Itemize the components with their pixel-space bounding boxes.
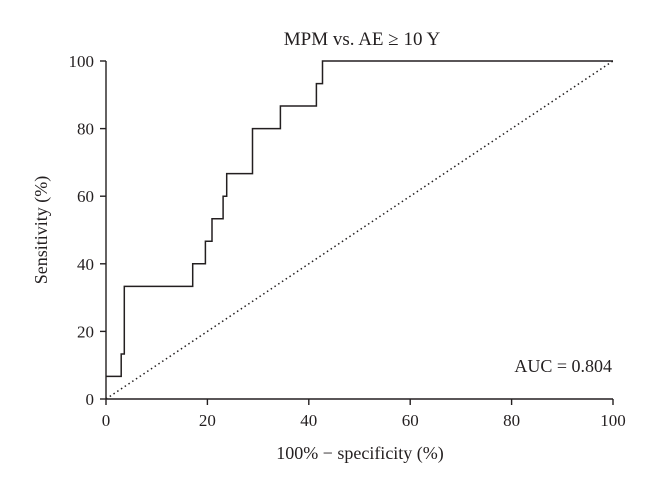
y-tick-label: 40	[77, 255, 94, 274]
roc-curve-line	[106, 60, 613, 378]
y-tick-label: 60	[77, 187, 94, 206]
x-axis-ticks: 0 20 40 60 80 100	[102, 399, 626, 430]
x-tick-label: 0	[102, 411, 111, 430]
x-tick-label: 40	[300, 411, 317, 430]
y-tick-label: 80	[77, 120, 94, 139]
plot-area: 0 20 40 60 80 100 0 20 40 60 80 100	[69, 52, 626, 430]
y-axis-ticks: 0 20 40 60 80 100	[69, 52, 106, 409]
x-tick-label: 100	[600, 411, 626, 430]
x-axis-label: 100% − specificity (%)	[276, 443, 444, 464]
y-tick-label: 0	[86, 390, 95, 409]
y-tick-label: 20	[77, 322, 94, 341]
x-tick-label: 60	[402, 411, 419, 430]
auc-annotation: AUC = 0.804	[514, 356, 612, 376]
chart-title: MPM vs. AE ≥ 10 Y	[284, 29, 441, 50]
x-tick-label: 80	[503, 411, 520, 430]
series-layer	[105, 60, 614, 400]
x-tick-label: 20	[199, 411, 216, 430]
reference-diagonal-line	[105, 60, 614, 400]
y-axis-label: Sensitivity (%)	[31, 176, 52, 285]
y-tick-label: 100	[69, 52, 95, 71]
